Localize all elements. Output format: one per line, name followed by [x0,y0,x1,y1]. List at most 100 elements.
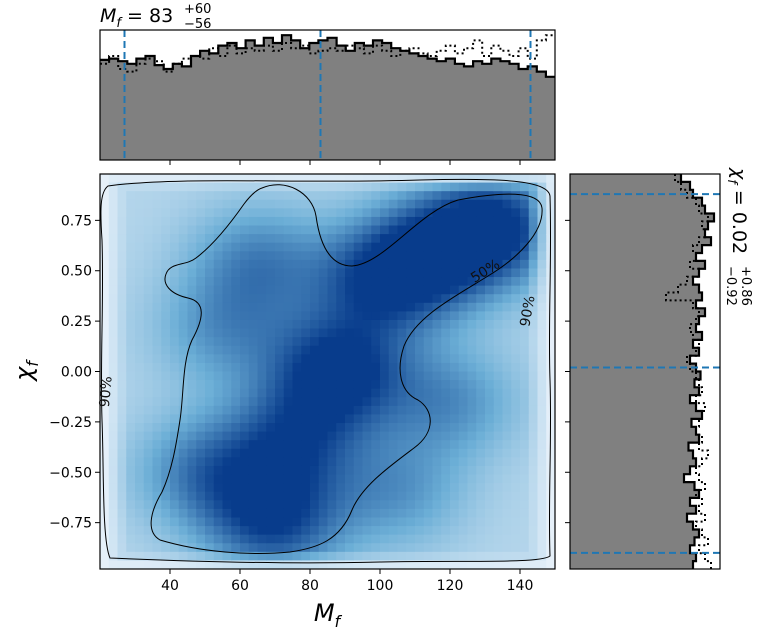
heatmap-cell [467,414,477,424]
heatmap-cell [397,294,407,304]
heatmap-cell [371,440,381,450]
heatmap-cell [161,491,171,501]
heatmap-cell [406,405,416,416]
heatmap-cell [397,431,407,441]
heatmap-cell [170,448,180,458]
heatmap-cell [458,354,469,364]
heatmap-cell [406,208,416,218]
heatmap-cell [108,534,119,544]
heatmap-cell [423,517,434,527]
heatmap-cell [327,508,337,519]
heatmap-cell [108,354,119,364]
heatmap-cell [362,259,372,270]
heatmap-cell [213,405,224,416]
heatmap-cell [397,251,407,261]
heatmap-cell [336,242,346,252]
heatmap-cell [415,285,425,295]
heatmap-cell [178,285,189,295]
heatmap-cell [353,319,364,330]
heatmap-cell [318,337,329,347]
heatmap-cell [528,251,539,261]
heatmap-cell [292,328,302,338]
heatmap-cell [537,508,547,519]
heatmap-cell [388,551,399,562]
heatmap-cell [187,225,197,235]
heatmap-cell [441,414,451,424]
heatmap-cell [205,182,215,192]
heatmap-cell [441,560,451,569]
heatmap-cell [117,225,127,235]
heatmap-cell [345,234,355,244]
heatmap-cell [266,534,276,544]
heatmap-cell [301,337,311,347]
heatmap-cell [528,225,539,235]
heatmap-cell [196,397,206,407]
heatmap-cell [187,560,197,569]
heatmap-cell [485,517,495,527]
heatmap-cell [100,534,110,544]
heatmap-cell [415,448,425,458]
heatmap-cell [152,474,162,484]
heatmap-cell [476,388,486,398]
heatmap-cell [161,397,171,407]
heatmap-cell [528,345,539,355]
heatmap-cell [161,551,171,562]
heatmap-cell [135,517,145,527]
heatmap-cell [292,268,302,278]
heatmap-cell [240,431,250,441]
heatmap-cell [222,543,232,553]
heatmap-cell [415,551,425,562]
heatmap-cell [432,397,442,407]
heatmap-cell [511,328,521,338]
heatmap-cell [196,234,206,244]
heatmap-cell [345,319,355,330]
heatmap-cell [117,543,127,553]
heatmap-cell [161,371,171,381]
heatmap-cell [485,277,495,287]
heatmap-cell [502,483,512,493]
heatmap-cell [170,474,180,484]
heatmap-cell [231,534,241,544]
heatmap-cell [205,526,215,536]
heatmap-cell [380,182,390,192]
heatmap-cell [441,483,451,493]
heatmap-cell [485,234,495,244]
heatmap-cell [458,517,469,527]
heatmap-cell [520,362,530,373]
heatmap-cell [458,371,469,381]
heatmap-cell [441,182,451,192]
heatmap-cell [467,551,477,562]
heatmap-cell [248,225,259,235]
heatmap-cell [327,174,337,184]
heatmap-cell [117,560,127,569]
heatmap-cell [240,543,250,553]
heatmap-cell [528,191,539,201]
heatmap-cell [423,268,434,278]
heatmap-cell [310,517,320,527]
heatmap-cell [345,474,355,484]
heatmap-cell [371,225,381,235]
heatmap-cell [362,414,372,424]
heatmap-cell [493,311,504,321]
heatmap-cell [362,294,372,304]
heatmap-cell [143,277,154,287]
heatmap-cell [493,251,504,261]
heatmap-cell [406,500,416,510]
heatmap-cell [415,199,425,209]
heatmap-cell [283,440,294,450]
heatmap-cell [327,251,337,261]
heatmap-cell [310,174,320,184]
heatmap-cell [485,354,495,364]
heatmap-cell [310,448,320,458]
heatmap-cell [152,302,162,312]
heatmap-cell [371,354,381,364]
heatmap-cell [196,216,206,227]
heatmap-cell [152,534,162,544]
heatmap-cell [388,285,399,295]
heatmap-cell [380,174,390,184]
heatmap-cell [380,311,390,321]
heatmap-cell [406,380,416,390]
heatmap-cell [458,328,469,338]
heatmap-cell [178,474,189,484]
heatmap-cell [231,380,241,390]
